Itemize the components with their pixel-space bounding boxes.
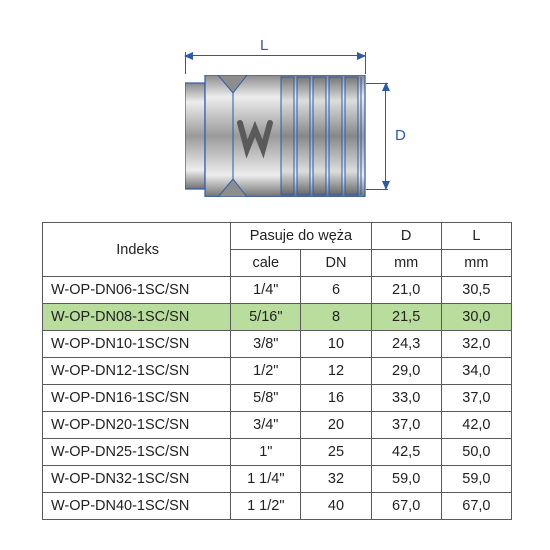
cell-d: 67,0 [371,493,441,520]
cell-dn: 25 [301,439,371,466]
header-DN: DN [301,250,371,277]
cell-dn: 10 [301,331,371,358]
header-mm1: mm [371,250,441,277]
cell-dn: 32 [301,466,371,493]
cell-l: 37,0 [441,385,511,412]
cell-l: 50,0 [441,439,511,466]
cell-d: 33,0 [371,385,441,412]
table-row: W-OP-DN40-1SC/SN1 1/2"4067,067,0 [43,493,512,520]
cell-l: 59,0 [441,466,511,493]
table-row: W-OP-DN20-1SC/SN3/4"2037,042,0 [43,412,512,439]
cell-d: 21,0 [371,277,441,304]
cell-d: 59,0 [371,466,441,493]
dimension-label-L: L [260,37,268,54]
cell-dn: 16 [301,385,371,412]
table-row: W-OP-DN16-1SC/SN5/8"1633,037,0 [43,385,512,412]
table-row: W-OP-DN08-1SC/SN5/16"821,530,0 [43,304,512,331]
table-row: W-OP-DN10-1SC/SN3/8"1024,332,0 [43,331,512,358]
spec-table: Indeks Pasuje do węża D L cale DN mm mm … [42,222,512,520]
cell-cale: 3/4" [231,412,301,439]
cell-cale: 1" [231,439,301,466]
cell-d: 21,5 [371,304,441,331]
table-row: W-OP-DN32-1SC/SN1 1/4"3259,059,0 [43,466,512,493]
cell-index: W-OP-DN40-1SC/SN [43,493,231,520]
cell-index: W-OP-DN06-1SC/SN [43,277,231,304]
header-cale: cale [231,250,301,277]
cell-dn: 12 [301,358,371,385]
ferrule-icon [185,75,367,197]
cell-cale: 5/8" [231,385,301,412]
header-fits: Pasuje do węża [231,223,371,250]
cell-cale: 1/4" [231,277,301,304]
cell-index: W-OP-DN16-1SC/SN [43,385,231,412]
cell-cale: 3/8" [231,331,301,358]
cell-index: W-OP-DN08-1SC/SN [43,304,231,331]
technical-drawing: L D [165,55,390,200]
header-D: D [371,223,441,250]
cell-cale: 1 1/4" [231,466,301,493]
table-row: W-OP-DN12-1SC/SN1/2"1229,034,0 [43,358,512,385]
cell-cale: 1/2" [231,358,301,385]
cell-dn: 8 [301,304,371,331]
cell-index: W-OP-DN32-1SC/SN [43,466,231,493]
header-L: L [441,223,511,250]
header-mm2: mm [441,250,511,277]
table-row: W-OP-DN25-1SC/SN1"2542,550,0 [43,439,512,466]
cell-dn: 20 [301,412,371,439]
cell-d: 37,0 [371,412,441,439]
dimension-label-D: D [395,127,406,144]
cell-l: 67,0 [441,493,511,520]
cell-l: 30,5 [441,277,511,304]
table-row: W-OP-DN06-1SC/SN1/4"621,030,5 [43,277,512,304]
cell-l: 30,0 [441,304,511,331]
dimension-line-L [185,55,365,57]
cell-cale: 5/16" [231,304,301,331]
cell-d: 42,5 [371,439,441,466]
cell-dn: 6 [301,277,371,304]
cell-index: W-OP-DN10-1SC/SN [43,331,231,358]
header-index: Indeks [43,223,231,277]
cell-index: W-OP-DN12-1SC/SN [43,358,231,385]
cell-l: 34,0 [441,358,511,385]
cell-dn: 40 [301,493,371,520]
cell-l: 42,0 [441,412,511,439]
cell-cale: 1 1/2" [231,493,301,520]
cell-index: W-OP-DN25-1SC/SN [43,439,231,466]
cell-index: W-OP-DN20-1SC/SN [43,412,231,439]
dimension-line-D [385,83,387,189]
cell-d: 24,3 [371,331,441,358]
cell-l: 32,0 [441,331,511,358]
cell-d: 29,0 [371,358,441,385]
